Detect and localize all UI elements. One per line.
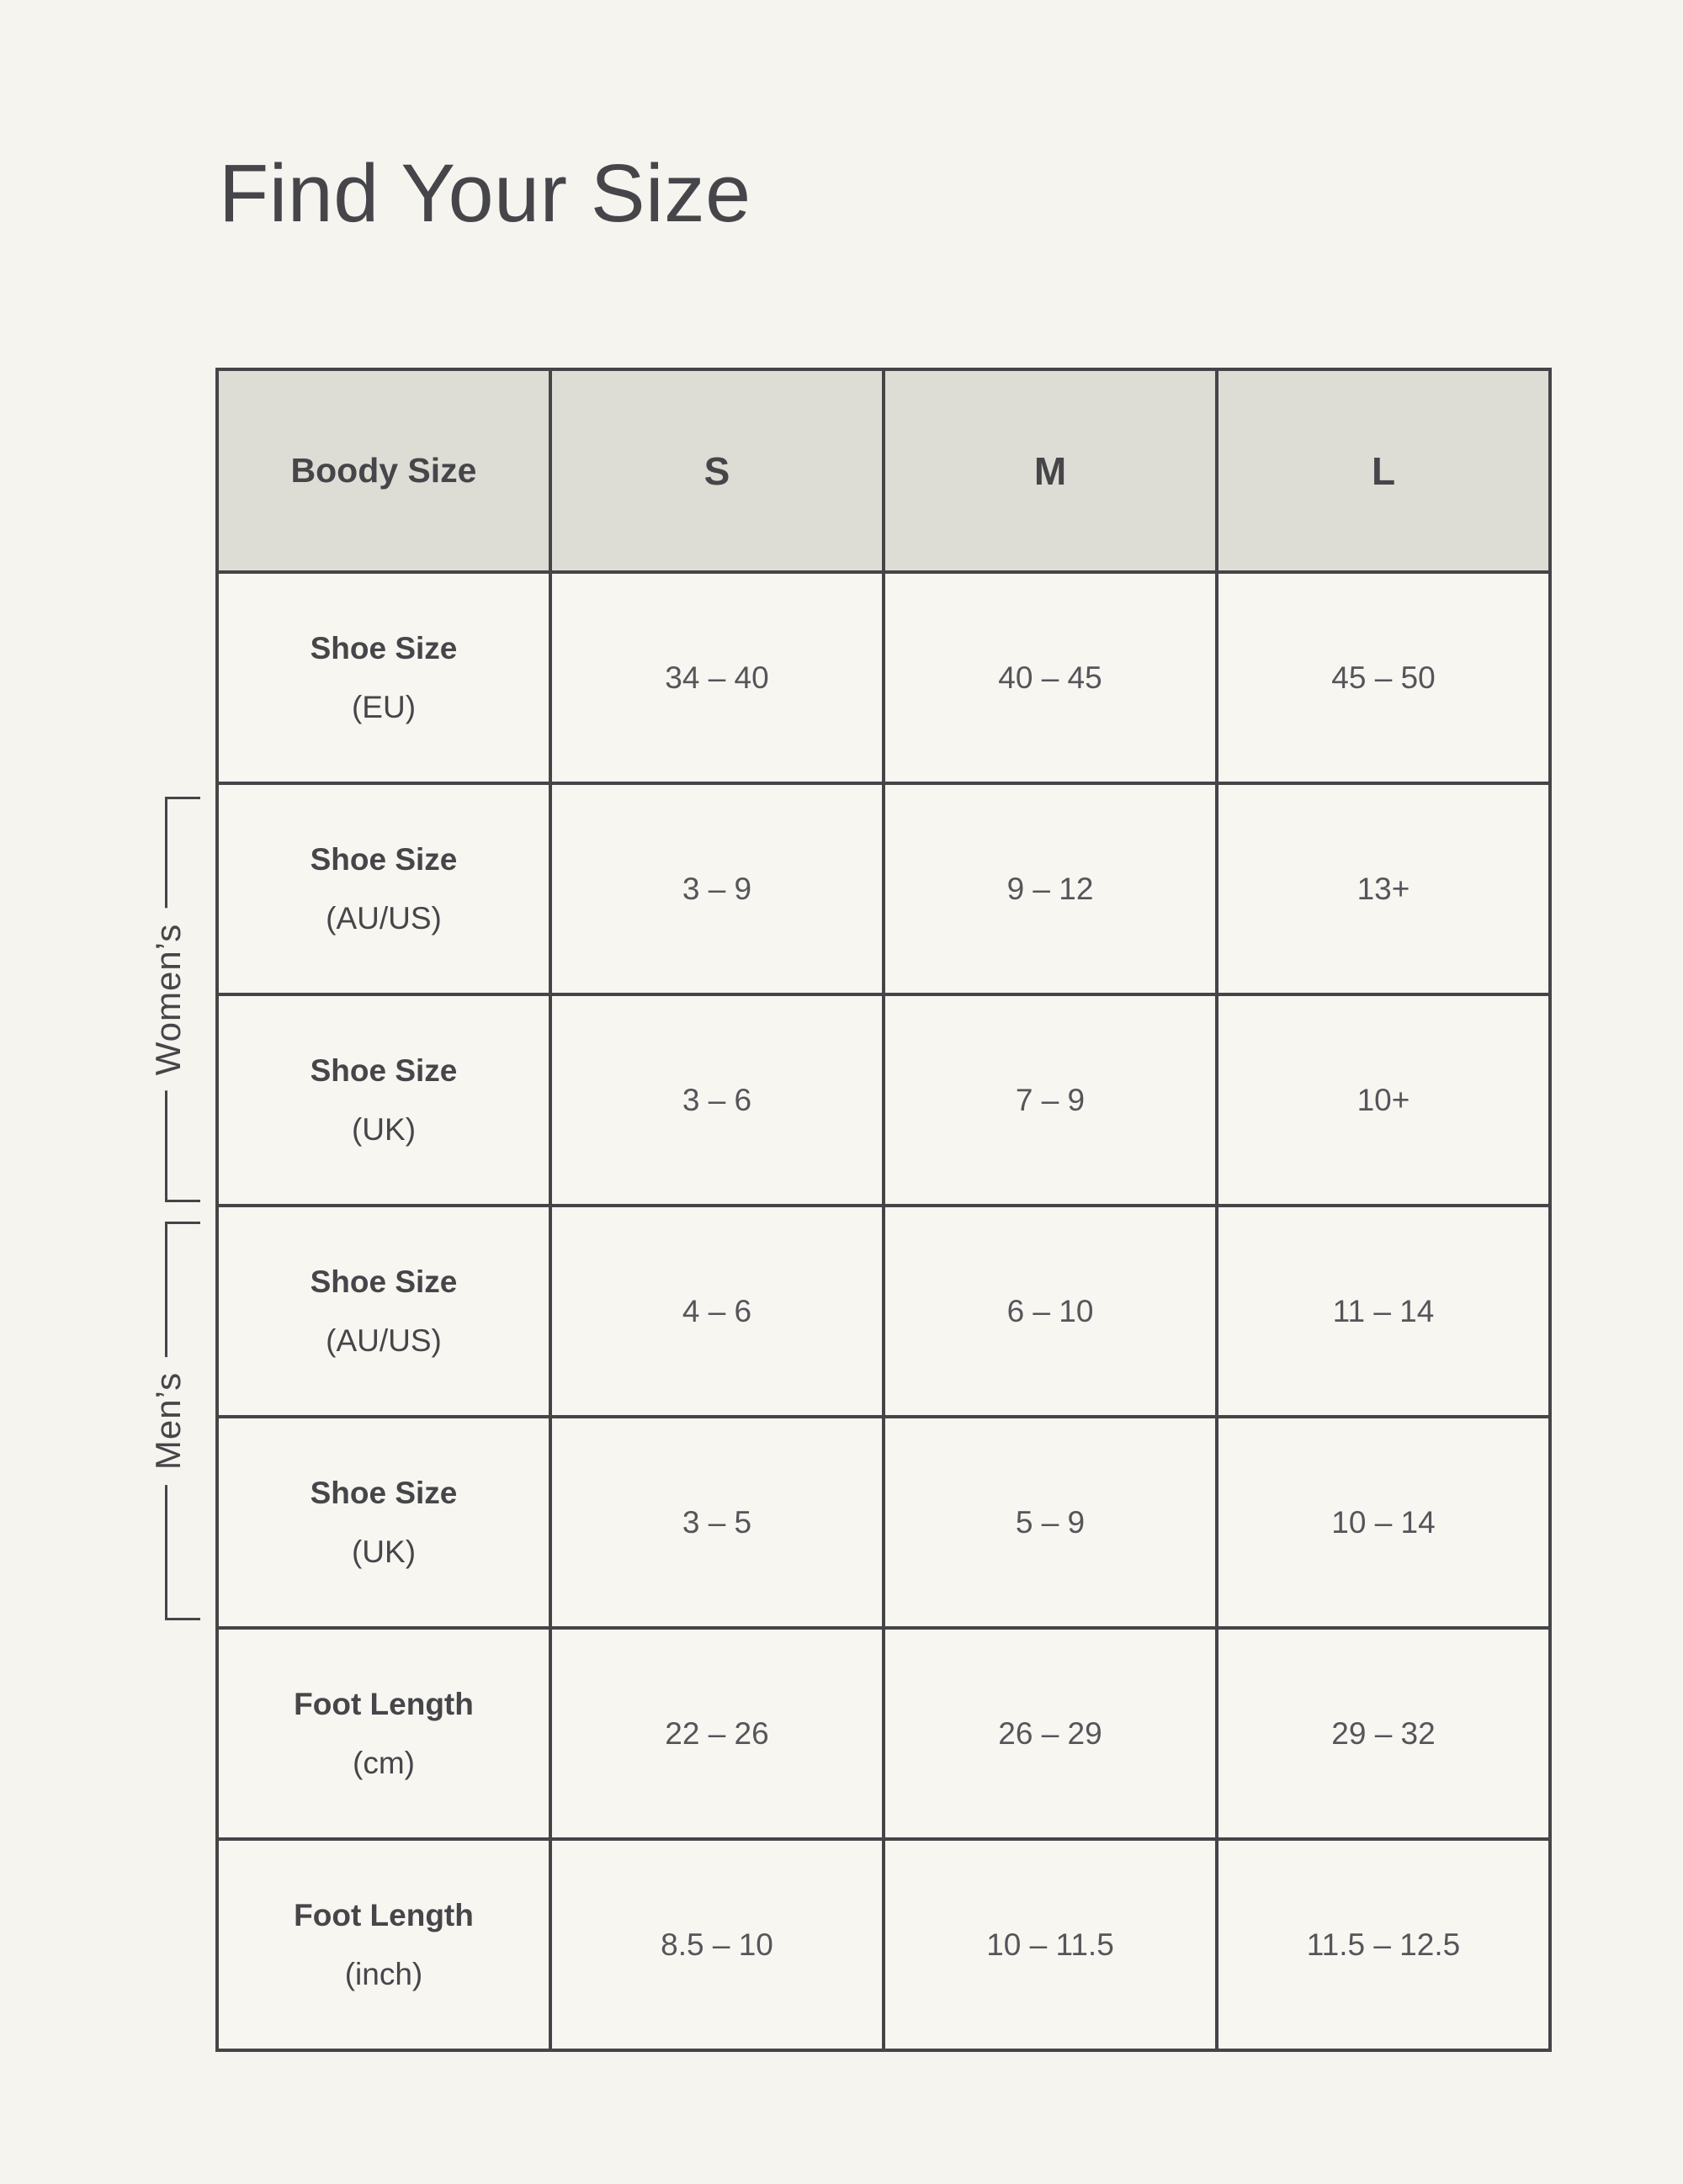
- size-value-cell: 5 – 9: [882, 1415, 1218, 1630]
- size-value-cell: 10 – 14: [1215, 1415, 1552, 1630]
- row-label: Foot Length: [294, 1897, 474, 1932]
- size-value-cell: 26 – 29: [882, 1626, 1218, 1841]
- table-row: Foot Length (inch) 8.5 – 10 10 – 11.5 11…: [215, 1837, 1552, 2052]
- page-title: Find Your Size: [219, 147, 751, 239]
- row-label-cell: Foot Length (inch): [215, 1837, 552, 2052]
- table-header-row: Boody Size S M L: [215, 368, 1552, 574]
- size-value-cell: 11.5 – 12.5: [1215, 1837, 1552, 2052]
- table-row: Shoe Size (UK) 3 – 5 5 – 9 10 – 14: [215, 1415, 1552, 1630]
- row-unit-label: (UK): [351, 1111, 417, 1147]
- size-value-cell: 3 – 9: [549, 782, 885, 996]
- row-label: Shoe Size: [310, 630, 458, 665]
- row-unit-label: (UK): [351, 1534, 417, 1569]
- size-value-cell: 6 – 10: [882, 1204, 1218, 1418]
- table-row: Foot Length (cm) 22 – 26 26 – 29 29 – 32: [215, 1626, 1552, 1841]
- row-label-cell: Shoe Size (UK): [215, 1415, 552, 1630]
- size-value-cell: 10+: [1215, 993, 1552, 1207]
- table-row: Shoe Size (AU/US) 3 – 9 9 – 12 13+: [215, 782, 1552, 996]
- size-value-cell: 3 – 5: [549, 1415, 885, 1630]
- row-unit-label: (cm): [353, 1745, 415, 1780]
- size-value-cell: 11 – 14: [1215, 1204, 1552, 1418]
- size-value-cell: 4 – 6: [549, 1204, 885, 1418]
- mens-group-label: Men’s: [143, 1356, 194, 1486]
- row-unit-label: (AU/US): [326, 900, 442, 936]
- table-row: Shoe Size (UK) 3 – 6 7 – 9 10+: [215, 993, 1552, 1207]
- womens-group-bracket: Women’s: [143, 797, 200, 1202]
- size-value-cell: 34 – 40: [549, 570, 885, 785]
- row-label-cell: Shoe Size (AU/US): [215, 1204, 552, 1418]
- table-row: Shoe Size (AU/US) 4 – 6 6 – 10 11 – 14: [215, 1204, 1552, 1418]
- row-label: Shoe Size: [310, 1475, 458, 1510]
- table-row: Shoe Size (EU) 34 – 40 40 – 45 45 – 50: [215, 570, 1552, 785]
- row-label-cell: Shoe Size (UK): [215, 993, 552, 1207]
- size-value-cell: 8.5 – 10: [549, 1837, 885, 2052]
- row-label-cell: Shoe Size (AU/US): [215, 782, 552, 996]
- row-unit-label: (AU/US): [326, 1323, 442, 1358]
- size-value-cell: 22 – 26: [549, 1626, 885, 1841]
- size-value-cell: 10 – 11.5: [882, 1837, 1218, 2052]
- size-value-cell: 9 – 12: [882, 782, 1218, 996]
- row-label: Shoe Size: [310, 1264, 458, 1299]
- size-value-cell: 45 – 50: [1215, 570, 1552, 785]
- row-unit-label: (EU): [351, 689, 417, 724]
- size-value-cell: 40 – 45: [882, 570, 1218, 785]
- size-value-cell: 3 – 6: [549, 993, 885, 1207]
- row-label-cell: Foot Length (cm): [215, 1626, 552, 1841]
- size-value-cell: 13+: [1215, 782, 1552, 996]
- row-label: Shoe Size: [310, 1052, 458, 1088]
- mens-group-bracket: Men’s: [143, 1222, 200, 1620]
- size-chart-table: Boody Size S M L Shoe Size (EU) 34 – 40 …: [215, 368, 1552, 2052]
- row-label-cell: Shoe Size (EU): [215, 570, 552, 785]
- size-value-cell: 7 – 9: [882, 993, 1218, 1207]
- row-unit-label: (inch): [344, 1956, 423, 1991]
- column-header-m: M: [882, 368, 1218, 574]
- row-label: Foot Length: [294, 1686, 474, 1721]
- column-header-s: S: [549, 368, 885, 574]
- size-value-cell: 29 – 32: [1215, 1626, 1552, 1841]
- column-header-l: L: [1215, 368, 1552, 574]
- womens-group-label: Women’s: [143, 908, 194, 1091]
- corner-header-boody-size: Boody Size: [215, 368, 552, 574]
- row-label: Shoe Size: [310, 841, 458, 877]
